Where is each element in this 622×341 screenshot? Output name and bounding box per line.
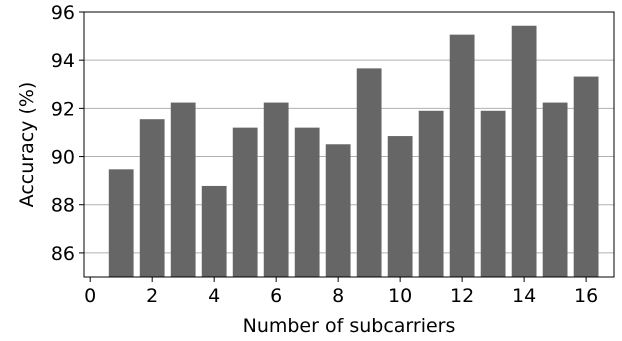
x-tick-label: 4 [208, 285, 220, 307]
x-tick-label: 16 [574, 285, 598, 307]
y-tick-label: 94 [51, 50, 75, 72]
y-tick-label: 96 [51, 2, 75, 24]
bar [201, 185, 227, 277]
x-axis-label: Number of subcarriers [243, 315, 456, 337]
x-axis-ticks: 0 2 4 6 8 10 12 14 16 [84, 277, 598, 307]
x-tick-label: 2 [146, 285, 158, 307]
x-tick-label: 0 [84, 285, 96, 307]
y-tick-label: 86 [51, 243, 75, 265]
x-tick-label: 10 [388, 285, 412, 307]
bar [170, 102, 196, 277]
bar [263, 102, 289, 277]
y-tick-label: 90 [51, 147, 75, 169]
x-tick-label: 12 [450, 285, 474, 307]
bar [139, 119, 165, 277]
y-axis-ticks: 86 88 90 92 94 96 [51, 2, 84, 265]
x-tick-label: 8 [332, 285, 344, 307]
bar [232, 127, 258, 278]
bar [108, 169, 134, 277]
plot-frame [83, 11, 615, 278]
bar [294, 127, 320, 278]
y-tick-label: 92 [51, 98, 75, 120]
bars [108, 25, 599, 278]
y-tick-label: 88 [51, 195, 75, 217]
x-tick-label: 14 [512, 285, 536, 307]
bar [511, 25, 537, 278]
x-tick-label: 6 [270, 285, 282, 307]
bar [325, 144, 351, 277]
y-axis-label: Accuracy (%) [16, 82, 38, 208]
bar [356, 68, 382, 277]
bar [573, 76, 599, 278]
bar [449, 34, 475, 278]
bar [387, 136, 413, 277]
bar [480, 110, 506, 277]
bar [542, 102, 568, 277]
bar [418, 110, 444, 277]
